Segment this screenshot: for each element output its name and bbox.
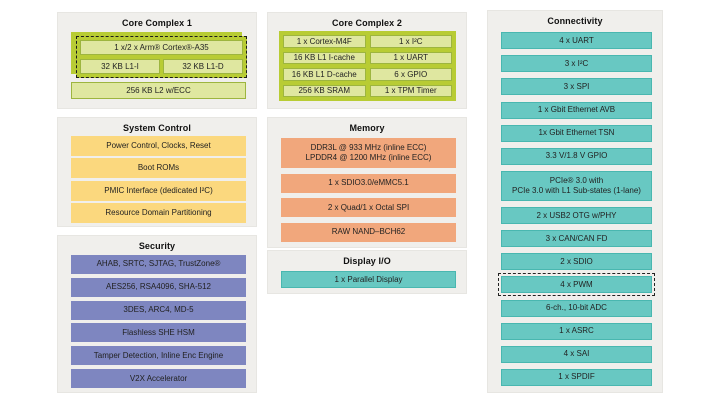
block-sai: 4 x SAI	[501, 345, 652, 363]
pcie-line1: PCIe® 3.0 with	[549, 175, 604, 185]
block-aes-rsa-sha: AES256, RSA4096, SHA-512	[71, 277, 246, 297]
l1-cache-row: 32 KB L1-I 32 KB L1-D	[80, 59, 243, 74]
block-i2c: 1 x I²C	[369, 35, 452, 48]
block-ethernet-tsn: 1x Gbit Ethernet TSN	[501, 124, 652, 142]
display-io-rows: 1 x Parallel Display	[268, 266, 466, 293]
block-cortex-a35: 1 x/2 x Arm® Cortex®-A35	[80, 40, 243, 55]
section-title: Security	[138, 241, 176, 251]
section-system-control: System Control Power Control, Clocks, Re…	[57, 117, 257, 227]
block-tpm-timer: 1 x TPM Timer	[369, 84, 452, 97]
block-resource-domain: Resource Domain Partitioning	[71, 203, 246, 224]
block-l2-cache: 256 KB L2 w/ECC	[71, 82, 246, 99]
block-she-hsm: Flashless SHE HSM	[71, 323, 246, 343]
block-uart: 4 x UART	[501, 32, 652, 50]
block-spdif: 1 x SPDIF	[501, 368, 652, 386]
block-adc: 6-ch., 10-bit ADC	[501, 299, 652, 317]
block-tamper-detection: Tamper Detection, Inline Enc Engine	[71, 346, 246, 366]
block-raw-nand: RAW NAND–BCH62	[281, 222, 456, 242]
memory-rows: DDR3L @ 933 MHz (inline ECC) LPDDR4 @ 12…	[268, 133, 466, 247]
block-l1-dcache: 16 KB L1 D-cache	[283, 68, 366, 81]
block-ahab-trustzone: AHAB, SRTC, SJTAG, TrustZone®	[71, 254, 246, 274]
block-ethernet-avb: 1 x Gbit Ethernet AVB	[501, 101, 652, 119]
cpu-cluster: 1 x/2 x Arm® Cortex®-A35 32 KB L1-I 32 K…	[71, 32, 247, 78]
block-power-control: Power Control, Clocks, Reset	[71, 135, 246, 156]
section-core-complex-2: Core Complex 2 1 x Cortex-M4F 1 x I²C 16…	[267, 12, 467, 109]
section-core-complex-1: Core Complex 1 1 x/2 x Arm® Cortex®-A35 …	[57, 12, 257, 109]
block-gpio: 3.3 V/1.8 V GPIO	[501, 147, 652, 165]
section-connectivity: Connectivity 4 x UART 3 x I²C 3 x SPI 1 …	[487, 10, 663, 393]
block-i2c: 3 x I²C	[501, 55, 652, 73]
cpu-cluster-dashed-box: 1 x/2 x Arm® Cortex®-A35 32 KB L1-I 32 K…	[76, 36, 247, 78]
block-v2x-accelerator: V2X Accelerator	[71, 369, 246, 389]
section-title: Core Complex 1	[122, 18, 192, 28]
section-title: Memory	[349, 123, 385, 133]
block-can-fd: 3 x CAN/CAN FD	[501, 230, 652, 248]
block-quad-octal-spi: 2 x Quad/1 x Octal SPI	[281, 198, 456, 218]
block-l1-icache: 32 KB L1-I	[80, 59, 160, 74]
block-pwm: 4 x PWM	[498, 273, 655, 297]
block-cortex-m4f: 1 x Cortex-M4F	[283, 35, 366, 48]
section-title: Connectivity	[547, 16, 603, 26]
connectivity-rows: 4 x UART 3 x I²C 3 x SPI 1 x Gbit Ethern…	[488, 26, 662, 392]
block-asrc: 1 x ASRC	[501, 322, 652, 340]
core-complex-2-grid: 1 x Cortex-M4F 1 x I²C 16 KB L1 I-cache …	[279, 31, 456, 101]
block-usb2-otg: 2 x USB2 OTG w/PHY	[501, 207, 652, 224]
block-spi: 3 x SPI	[501, 78, 652, 96]
section-title: Core Complex 2	[332, 18, 402, 28]
block-pmic-interface: PMIC Interface (dedicated I²C)	[71, 180, 246, 201]
section-title: System Control	[123, 123, 191, 133]
system-control-rows: Power Control, Clocks, Reset Boot ROMs P…	[58, 133, 256, 226]
section-display-io: Display I/O 1 x Parallel Display	[267, 250, 467, 294]
block-uart: 1 x UART	[369, 51, 452, 64]
block-boot-roms: Boot ROMs	[71, 158, 246, 179]
block-gpio: 6 x GPIO	[369, 68, 452, 81]
section-title: Display I/O	[343, 256, 391, 266]
security-rows: AHAB, SRTC, SJTAG, TrustZone® AES256, RS…	[58, 251, 256, 392]
pcie-line2: PCIe 3.0 with L1 Sub-states (1-lane)	[512, 185, 641, 195]
block-l1-dcache: 32 KB L1-D	[163, 59, 243, 74]
block-parallel-display: 1 x Parallel Display	[281, 271, 456, 288]
block-pcie: PCIe® 3.0 with PCIe 3.0 with L1 Sub-stat…	[501, 170, 652, 201]
block-sram: 256 KB SRAM	[283, 84, 366, 97]
block-sdio: 2 x SDIO	[501, 253, 652, 271]
block-3des-arc4-md5: 3DES, ARC4, MD-5	[71, 300, 246, 320]
ddr-line2: LPDDR4 @ 1200 MHz (inline ECC)	[305, 153, 432, 163]
block-l1-icache: 16 KB L1 I-cache	[283, 51, 366, 64]
block-ddr: DDR3L @ 933 MHz (inline ECC) LPDDR4 @ 12…	[281, 138, 456, 169]
section-memory: Memory DDR3L @ 933 MHz (inline ECC) LPDD…	[267, 117, 467, 248]
section-security: Security AHAB, SRTC, SJTAG, TrustZone® A…	[57, 235, 257, 393]
ddr-line1: DDR3L @ 933 MHz (inline ECC)	[310, 143, 427, 153]
block-sdio-emmc: 1 x SDIO3.0/eMMC5.1	[281, 173, 456, 193]
